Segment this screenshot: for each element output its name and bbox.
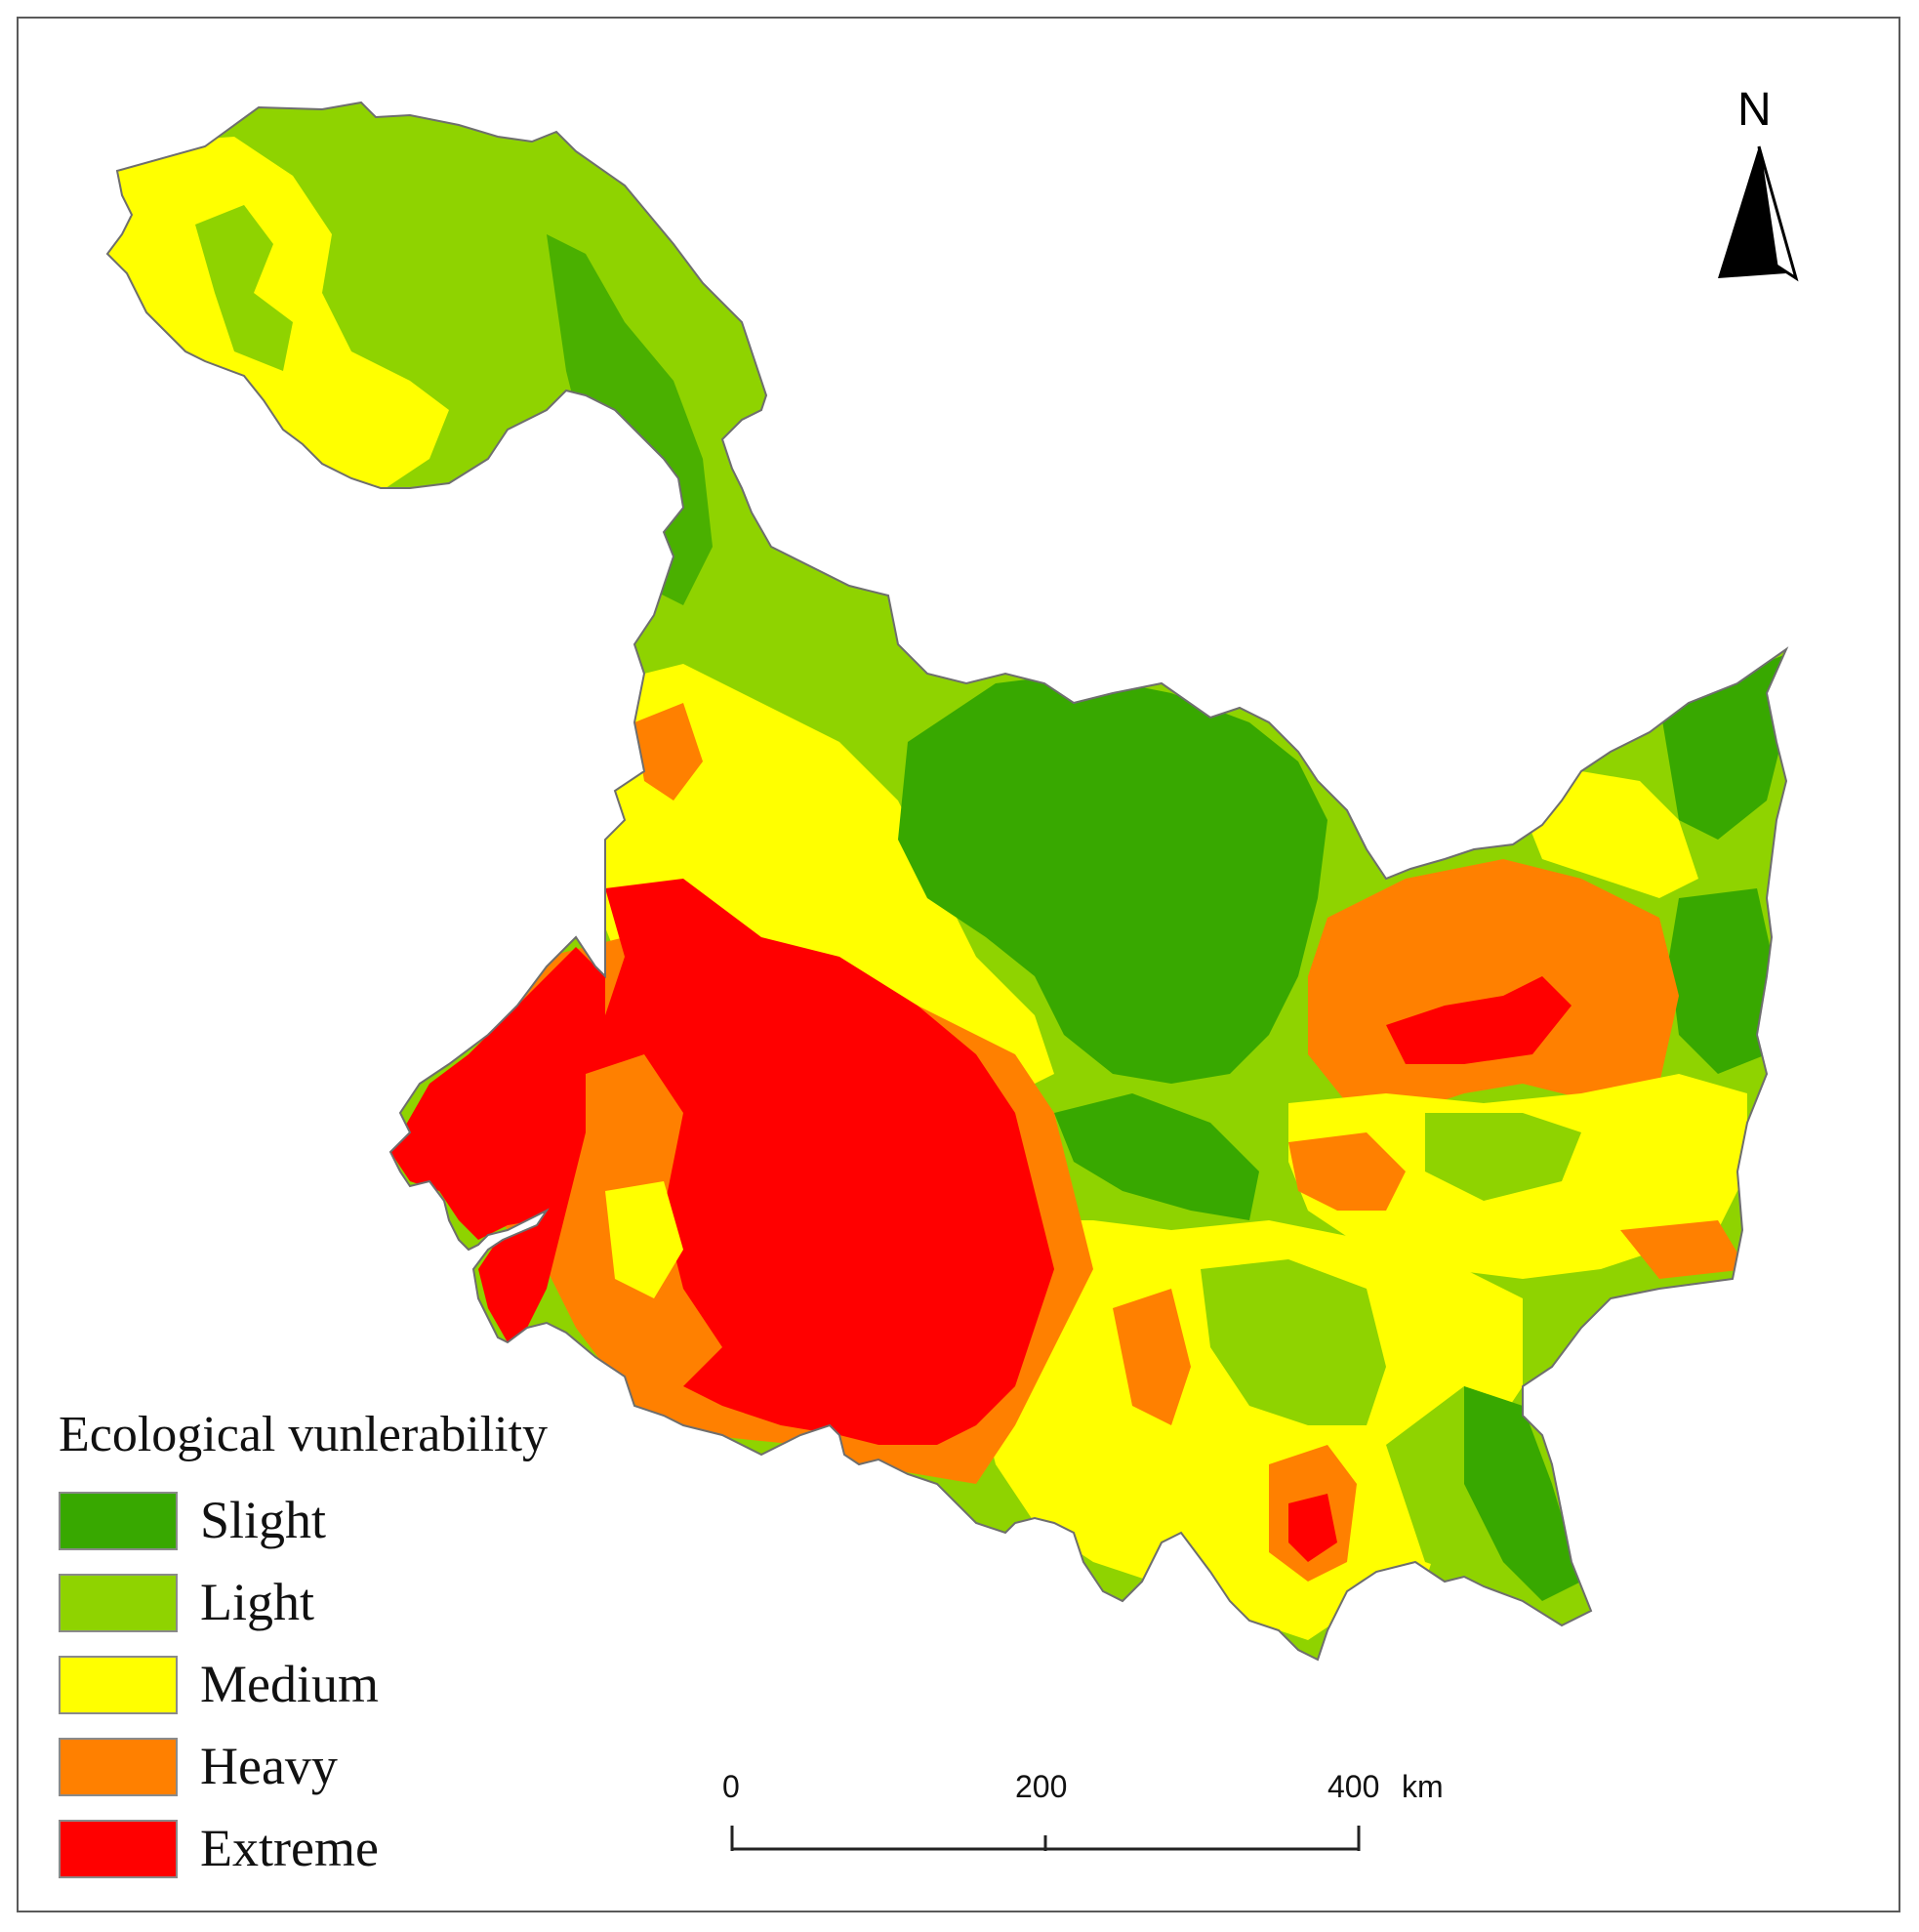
zone-slight-south-lobe	[1054, 1093, 1259, 1220]
north-arrow-right-half	[1757, 145, 1799, 282]
zone-slight-southeast-tip	[1464, 1386, 1581, 1601]
zone-slight-east-edge	[1669, 888, 1776, 1074]
scale-label-unit: km	[1402, 1769, 1444, 1804]
legend-title: Ecological vunlerability	[59, 1407, 549, 1462]
legend-label-extreme: Extreme	[200, 1819, 379, 1877]
scale-bar	[730, 1826, 1361, 1851]
north-label: N	[1737, 84, 1772, 136]
zone-heavy-east-tip	[1620, 1220, 1747, 1279]
legend-swatch-medium	[59, 1656, 178, 1714]
zone-medium-west-spot	[605, 1181, 683, 1298]
zone-extreme-east-streak	[1386, 976, 1572, 1064]
zone-heavy-south-west	[1113, 1289, 1191, 1425]
zone-slight-central-forest	[898, 674, 1327, 1084]
north-arrow-left-half	[1718, 146, 1786, 278]
zone-extreme-south-spot	[1288, 1494, 1337, 1562]
legend-swatch-light	[59, 1574, 178, 1632]
legend-label-heavy: Heavy	[200, 1737, 338, 1795]
zone-heavy-west-rim	[634, 703, 703, 801]
zone-light-southeast	[1201, 1259, 1386, 1425]
zone-extreme-southwest	[586, 879, 1054, 1445]
zone-medium-central-band	[586, 664, 1054, 1093]
north-arrow	[1718, 145, 1799, 282]
scale-label-200: 200	[1015, 1769, 1068, 1804]
legend-swatch-slight	[59, 1492, 178, 1550]
legend-label-light: Light	[200, 1573, 314, 1631]
zone-medium-southeast	[976, 1220, 1523, 1640]
scale-label-400: 400	[1327, 1769, 1380, 1804]
scale-label-0: 0	[722, 1769, 740, 1804]
zone-light-northwest-patch	[195, 205, 293, 371]
zone-light-east-mid	[1425, 1113, 1581, 1201]
legend-label-slight: Slight	[200, 1491, 327, 1549]
zone-extreme-far-west	[390, 947, 605, 1342]
zone-heavy-east-mid-patch	[1288, 1132, 1406, 1211]
legend-swatch-heavy	[59, 1738, 178, 1796]
legend-label-medium: Medium	[200, 1655, 379, 1713]
legend-swatch-extreme	[59, 1820, 178, 1878]
zone-medium-east-upper	[1523, 771, 1698, 898]
zone-medium-south-extension	[1015, 1406, 1093, 1513]
